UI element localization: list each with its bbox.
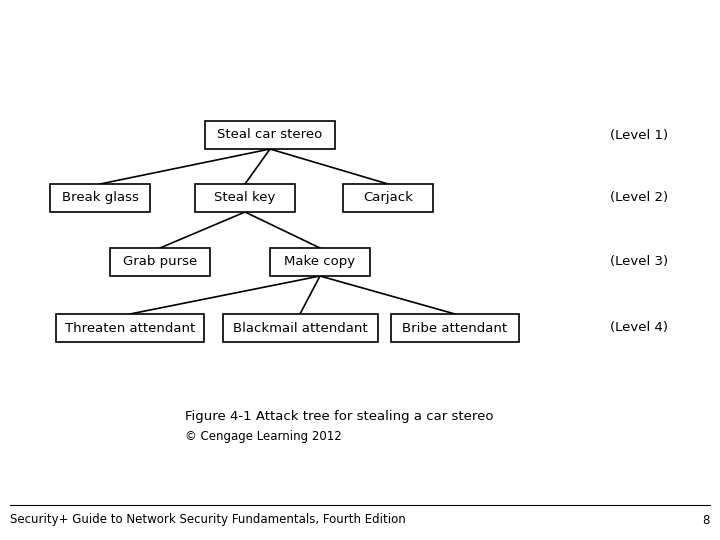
Text: Bribe attendant: Bribe attendant <box>402 321 508 334</box>
FancyBboxPatch shape <box>391 314 519 342</box>
Text: Steal key: Steal key <box>215 192 276 205</box>
Text: Make copy: Make copy <box>284 255 356 268</box>
Text: (Level 4): (Level 4) <box>610 321 668 334</box>
Text: Carjack: Carjack <box>363 192 413 205</box>
FancyBboxPatch shape <box>222 314 377 342</box>
FancyBboxPatch shape <box>50 184 150 212</box>
Text: (Level 3): (Level 3) <box>610 255 668 268</box>
Text: (Level 1): (Level 1) <box>610 129 668 141</box>
FancyBboxPatch shape <box>56 314 204 342</box>
Text: Steal car stereo: Steal car stereo <box>217 129 323 141</box>
FancyBboxPatch shape <box>343 184 433 212</box>
FancyBboxPatch shape <box>195 184 295 212</box>
Text: Threaten attendant: Threaten attendant <box>65 321 195 334</box>
FancyBboxPatch shape <box>110 248 210 276</box>
Text: (Level 2): (Level 2) <box>610 192 668 205</box>
Text: Security+ Guide to Network Security Fundamentals, Fourth Edition: Security+ Guide to Network Security Fund… <box>10 514 406 526</box>
Text: 8: 8 <box>703 514 710 526</box>
Text: © Cengage Learning 2012: © Cengage Learning 2012 <box>185 430 342 443</box>
FancyBboxPatch shape <box>270 248 370 276</box>
Text: Blackmail attendant: Blackmail attendant <box>233 321 367 334</box>
Text: Figure 4-1 Attack tree for stealing a car stereo: Figure 4-1 Attack tree for stealing a ca… <box>185 410 493 423</box>
Text: Break glass: Break glass <box>62 192 138 205</box>
Text: Grab purse: Grab purse <box>123 255 197 268</box>
FancyBboxPatch shape <box>205 121 335 149</box>
